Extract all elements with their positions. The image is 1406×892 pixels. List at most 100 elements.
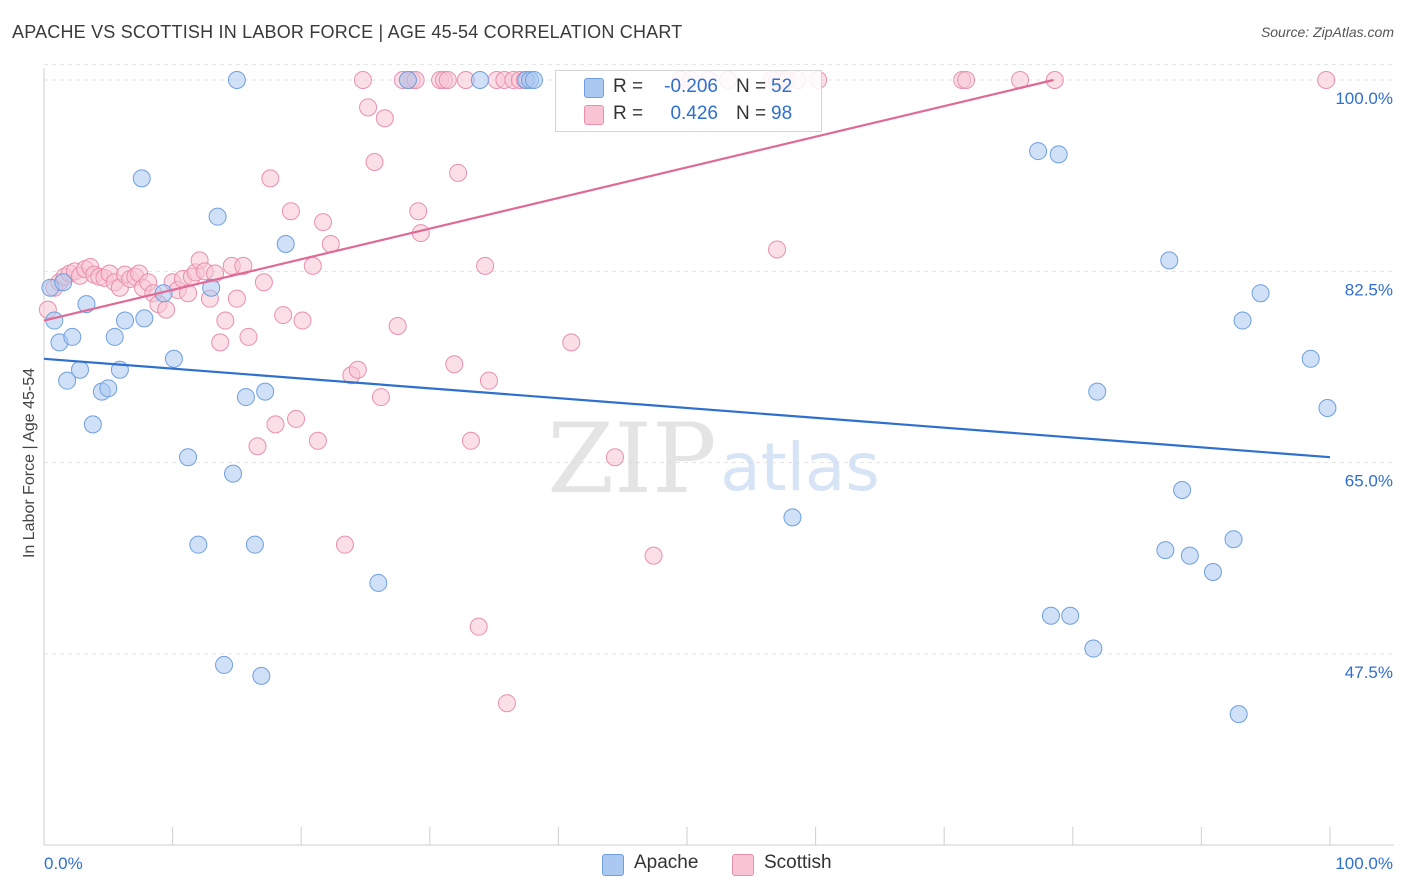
apache-point — [71, 360, 90, 379]
apache-point — [369, 573, 388, 592]
y-tick-label: 47.5% — [1345, 663, 1393, 682]
apache-point — [83, 415, 102, 434]
scottish-point — [216, 311, 235, 330]
scottish-point — [445, 355, 464, 374]
watermark-zip: ZIP — [547, 403, 716, 515]
watermark-atlas: atlas — [720, 429, 880, 506]
scottish-point — [461, 431, 480, 450]
series-label-scottish: Scottish — [764, 852, 832, 873]
grid-lines — [44, 64, 1394, 655]
scottish-point — [359, 98, 378, 117]
apache-point — [783, 508, 802, 527]
series-swatch-scottish — [732, 854, 754, 876]
series-legend: Apache Scottish — [0, 852, 1406, 878]
apache-point — [1251, 284, 1270, 303]
apache-point — [63, 327, 82, 346]
scottish-trend-line — [43, 78, 1054, 322]
apache-point — [236, 388, 255, 407]
scottish-point — [227, 289, 246, 308]
apache-point — [245, 535, 264, 554]
apache-point — [54, 273, 73, 292]
scottish-point — [274, 306, 293, 325]
legend-n-value: 52 — [771, 76, 793, 97]
apache-point — [1224, 530, 1243, 549]
apache-point — [116, 311, 135, 330]
scottish-point — [365, 153, 384, 171]
scottish-point — [348, 360, 367, 379]
apache-point — [1061, 606, 1080, 625]
scottish-point — [266, 415, 285, 434]
apache-point — [524, 71, 543, 89]
apache-point — [256, 382, 275, 401]
y-tick-label: 65.0% — [1345, 472, 1393, 491]
legend-swatch-scottish — [584, 105, 604, 125]
legend-row-apache: R = -0.206 N = 52 — [556, 75, 821, 101]
scottish-point — [562, 333, 581, 352]
scottish-point — [371, 388, 390, 407]
apache-point — [470, 71, 489, 89]
chart-title: APACHE VS SCOTTISH IN LABOR FORCE | AGE … — [12, 22, 683, 42]
apache-point — [1084, 639, 1103, 658]
scottish-point — [248, 437, 267, 456]
scottish-point — [605, 448, 624, 467]
scottish-point — [157, 300, 176, 319]
scottish-point — [497, 694, 516, 713]
scottish-point — [303, 256, 322, 275]
apache-point — [1088, 382, 1107, 401]
apache-point — [164, 349, 183, 368]
series-label-apache: Apache — [634, 852, 699, 873]
scottish-point — [957, 71, 976, 89]
apache-point — [252, 666, 271, 685]
legend-r-label: R = — [613, 103, 644, 124]
apache-point — [189, 535, 208, 554]
apache-point — [1203, 563, 1222, 581]
x-tick-label-max: 100.0% — [1335, 854, 1393, 873]
apache-point — [1029, 142, 1048, 161]
apache-point — [179, 448, 198, 467]
apache-point — [1173, 481, 1192, 499]
scottish-point — [353, 71, 372, 89]
scottish-point — [211, 333, 230, 352]
legend-n-label: N = — [736, 76, 767, 97]
scottish-point — [476, 256, 495, 275]
series-swatch-apache — [602, 854, 624, 876]
apache-point — [398, 71, 417, 89]
scottish-point — [234, 256, 253, 275]
apache-point — [276, 235, 295, 253]
legend-row-scottish: R = 0.426 N = 98 — [556, 102, 821, 128]
scottish-point — [388, 317, 407, 335]
apache-point — [99, 379, 118, 398]
scottish-point — [768, 240, 787, 259]
y-tick-label: 100.0% — [1335, 89, 1393, 108]
scottish-point — [281, 202, 300, 221]
apache-point — [215, 655, 234, 674]
scottish-point — [308, 431, 327, 450]
apache-point — [1233, 311, 1252, 330]
source-credit: Source: ZipAtlas.com — [1260, 24, 1394, 40]
apache-point — [1041, 606, 1060, 625]
legend-r-label: R = — [613, 76, 644, 97]
apache-point — [202, 278, 221, 297]
scottish-point — [438, 71, 457, 89]
legend-r-value: -0.206 — [664, 76, 718, 97]
scottish-point — [287, 409, 306, 428]
legend-n-value: 98 — [771, 103, 793, 124]
scottish-point — [644, 546, 663, 565]
apache-point — [1160, 251, 1179, 270]
apache-point — [1180, 546, 1199, 565]
scottish-point — [1317, 71, 1336, 89]
legend-swatch-apache — [584, 78, 604, 98]
apache-point — [105, 327, 124, 346]
axes — [43, 68, 1394, 846]
scottish-point — [375, 109, 394, 128]
scottish-point — [254, 273, 273, 292]
scottish-point — [479, 371, 498, 390]
scottish-point — [314, 213, 333, 232]
apache-point — [1156, 541, 1175, 560]
scottish-point — [293, 311, 312, 330]
apache-point — [224, 464, 243, 483]
apache-point — [208, 207, 227, 226]
y-tick-label: 82.5% — [1345, 280, 1393, 299]
apache-trend-line — [43, 357, 1331, 459]
